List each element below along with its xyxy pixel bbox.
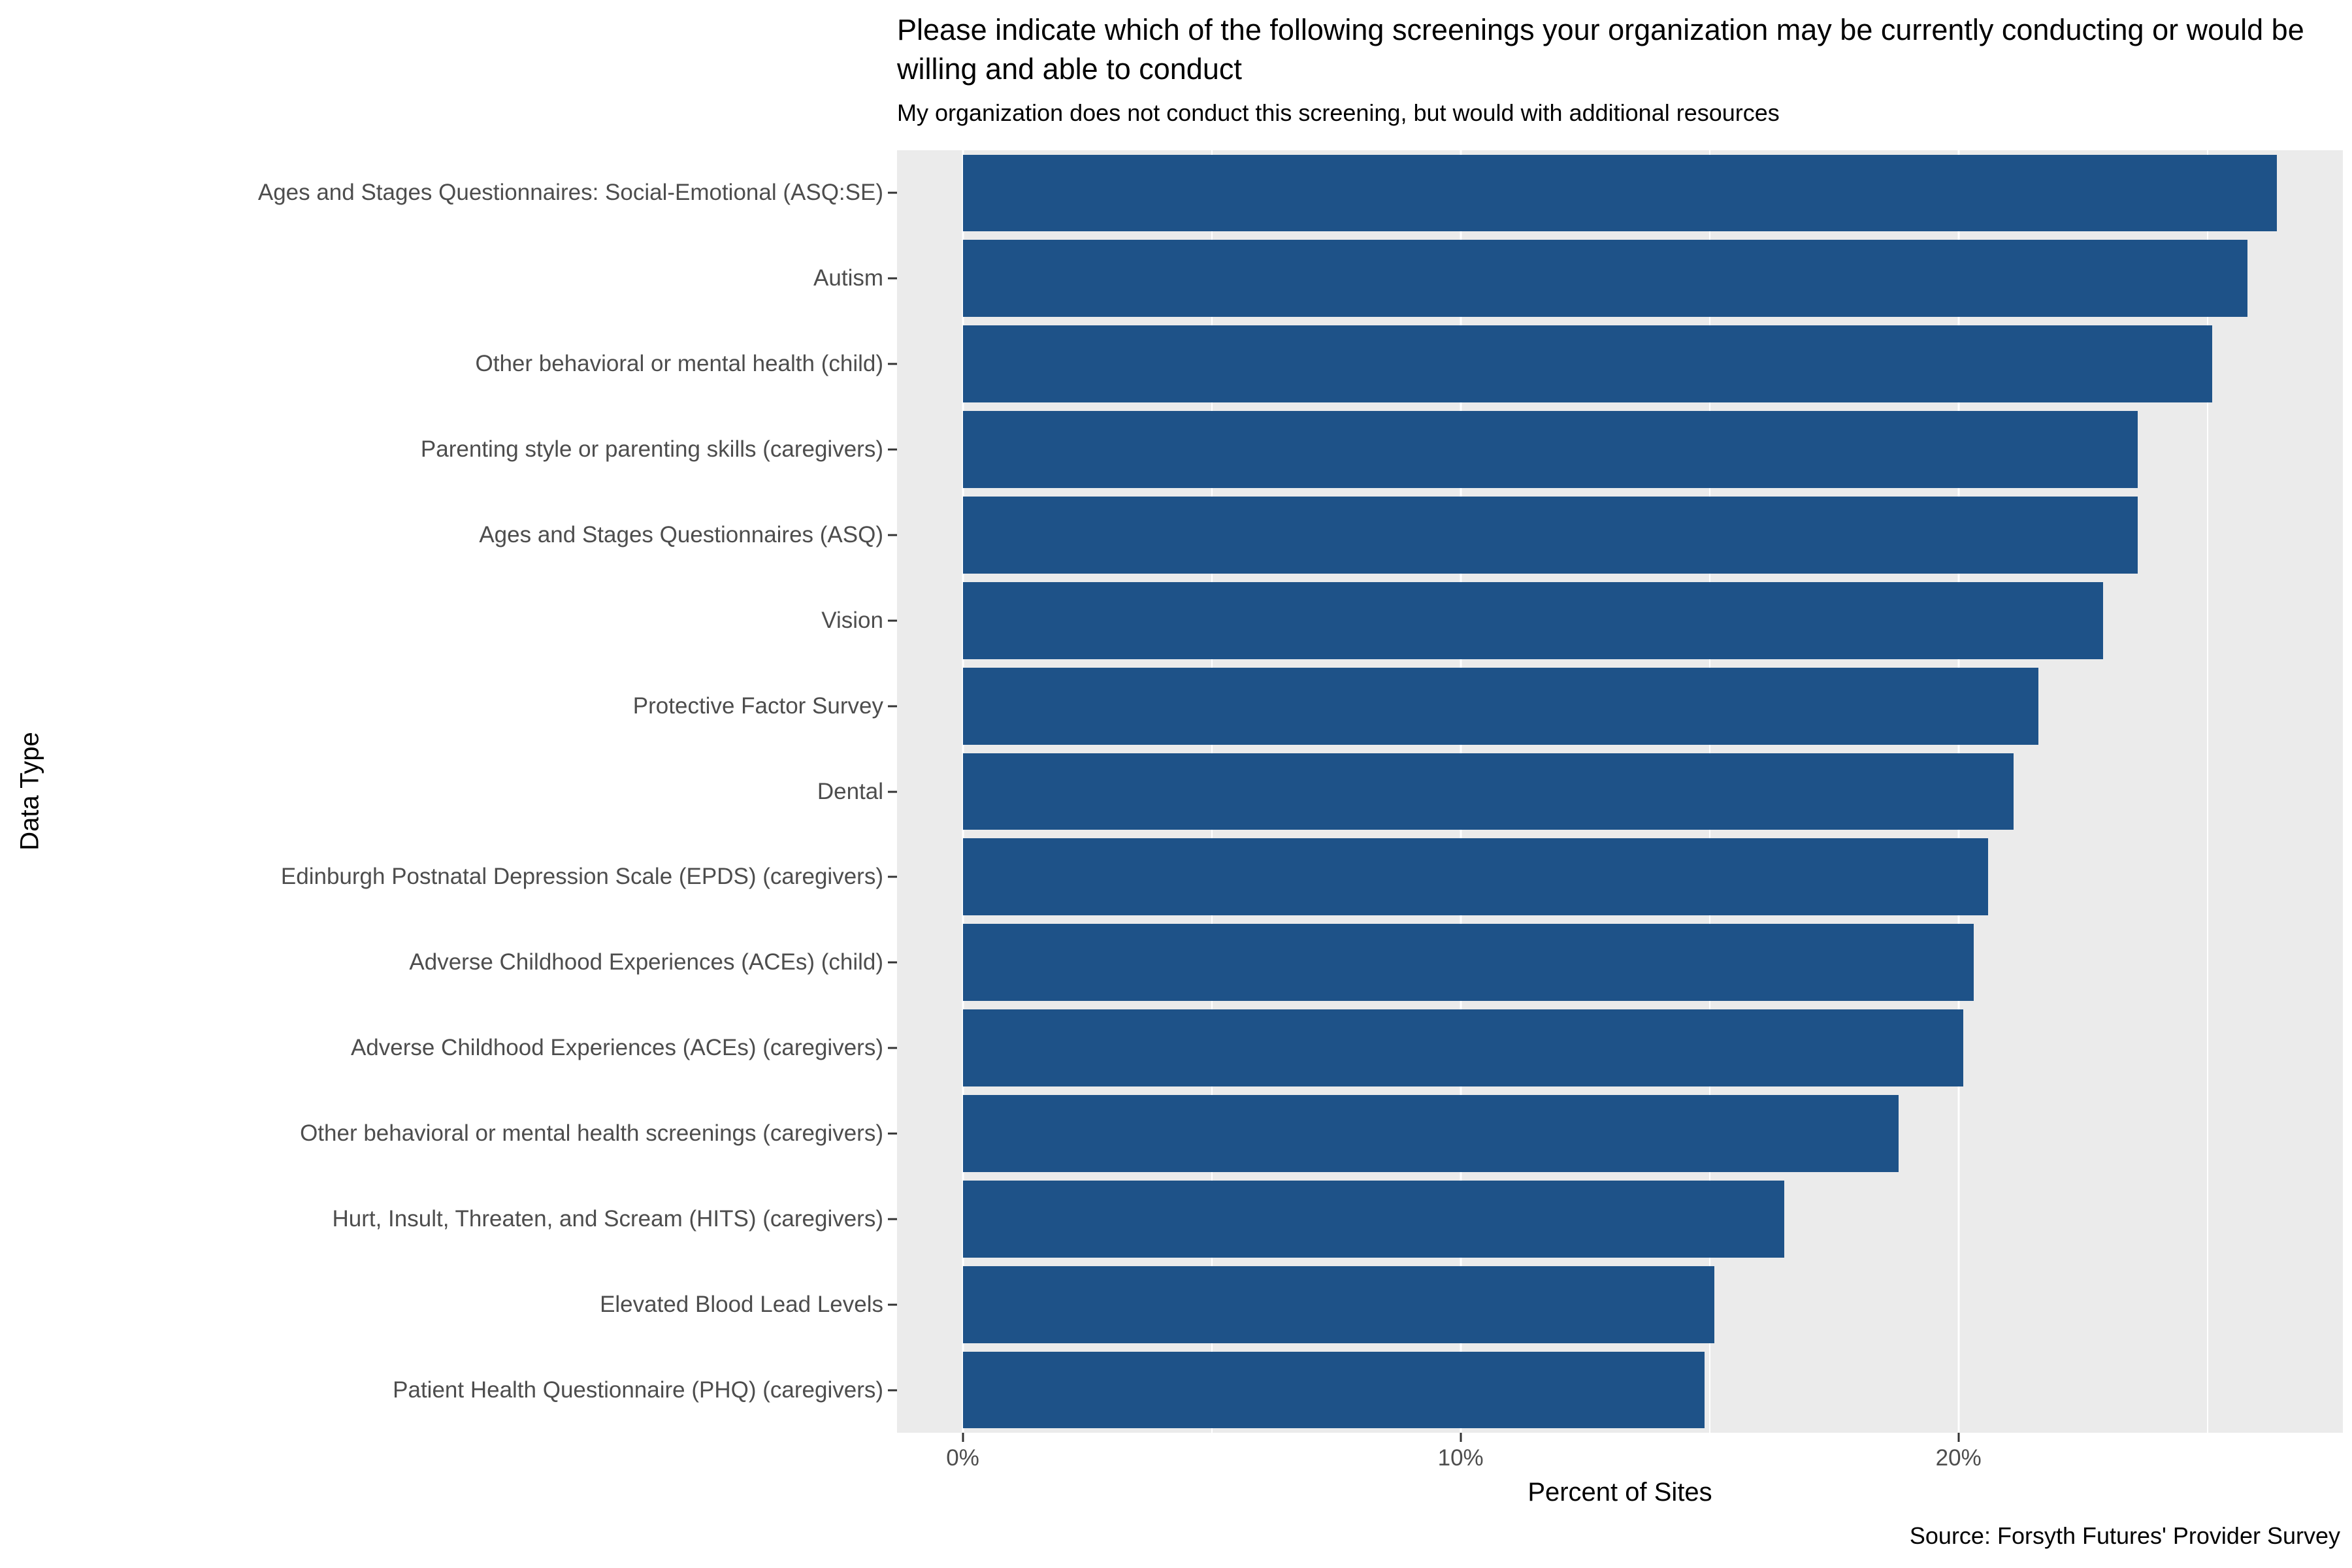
bar — [962, 1180, 1784, 1258]
x-tick-mark — [1957, 1433, 1960, 1442]
y-axis-label: Vision — [821, 607, 883, 633]
y-tick-mark — [888, 1132, 897, 1135]
y-axis-labels: Ages and Stages Questionnaires: Social-E… — [0, 150, 883, 1433]
chart-subtitle: My organization does not conduct this sc… — [897, 99, 1780, 126]
y-tick-mark — [888, 619, 897, 622]
bar — [962, 497, 2138, 574]
y-axis-label: Other behavioral or mental health screen… — [300, 1120, 883, 1146]
y-tick-mark — [888, 191, 897, 194]
x-axis-title: Percent of Sites — [1527, 1478, 1712, 1507]
bar — [962, 1009, 1964, 1086]
x-tick-label: 10% — [1437, 1445, 1484, 1471]
bar — [962, 924, 1974, 1002]
plot-panel — [897, 150, 2343, 1433]
y-axis-label: Ages and Stages Questionnaires: Social-E… — [257, 180, 883, 206]
y-tick-mark — [888, 363, 897, 365]
y-axis-label: Hurt, Insult, Threaten, and Scream (HITS… — [332, 1205, 883, 1232]
y-axis-label: Autism — [813, 265, 883, 291]
bar — [962, 838, 1989, 916]
y-axis-label: Adverse Childhood Experiences (ACEs) (ch… — [409, 949, 883, 975]
y-axis-label: Dental — [817, 778, 883, 804]
y-tick-mark — [888, 1303, 897, 1306]
y-tick-mark — [888, 961, 897, 964]
bar — [962, 753, 2014, 830]
y-axis-label: Other behavioral or mental health (child… — [475, 351, 883, 377]
y-tick-mark — [888, 875, 897, 878]
x-tick-label: 20% — [1935, 1445, 1982, 1471]
bar — [962, 240, 2247, 318]
x-axis-tick-marks — [897, 1433, 2343, 1442]
y-tick-mark — [888, 791, 897, 792]
x-tick-mark — [1460, 1433, 1462, 1442]
x-axis-tick-labels: 0% 10% 20% — [897, 1445, 2343, 1475]
y-tick-mark — [888, 705, 897, 708]
x-tick-label: 0% — [946, 1445, 979, 1471]
bar — [962, 1095, 1899, 1172]
y-axis-label: Ages and Stages Questionnaires (ASQ) — [479, 521, 883, 547]
y-tick-mark — [888, 448, 897, 451]
bar — [962, 154, 2278, 232]
y-axis-label: Edinburgh Postnatal Depression Scale (EP… — [280, 864, 883, 890]
y-tick-mark — [888, 1389, 897, 1392]
bar — [962, 667, 2038, 745]
y-tick-mark — [888, 534, 897, 536]
y-tick-mark — [888, 1218, 897, 1220]
chart-title: Please indicate which of the following s… — [897, 13, 2304, 86]
y-axis-label: Patient Health Questionnaire (PHQ) (care… — [393, 1377, 883, 1403]
bar — [962, 1266, 1715, 1343]
y-tick-mark — [888, 277, 897, 280]
gridline-minor — [2206, 150, 2208, 1433]
y-tick-mark — [888, 1047, 897, 1049]
source-caption: Source: Forsyth Futures' Provider Survey — [1909, 1522, 2340, 1549]
bar — [962, 411, 2138, 488]
y-axis-label: Parenting style or parenting skills (car… — [420, 436, 883, 463]
y-axis-label: Adverse Childhood Experiences (ACEs) (ca… — [350, 1035, 883, 1061]
y-axis-label: Elevated Blood Lead Levels — [600, 1291, 883, 1317]
y-axis-tick-marks — [888, 150, 897, 1433]
bar — [962, 1351, 1705, 1429]
bar — [962, 581, 2103, 659]
y-axis-label: Protective Factor Survey — [632, 693, 883, 719]
x-tick-mark — [962, 1433, 964, 1442]
bar — [962, 325, 2213, 403]
